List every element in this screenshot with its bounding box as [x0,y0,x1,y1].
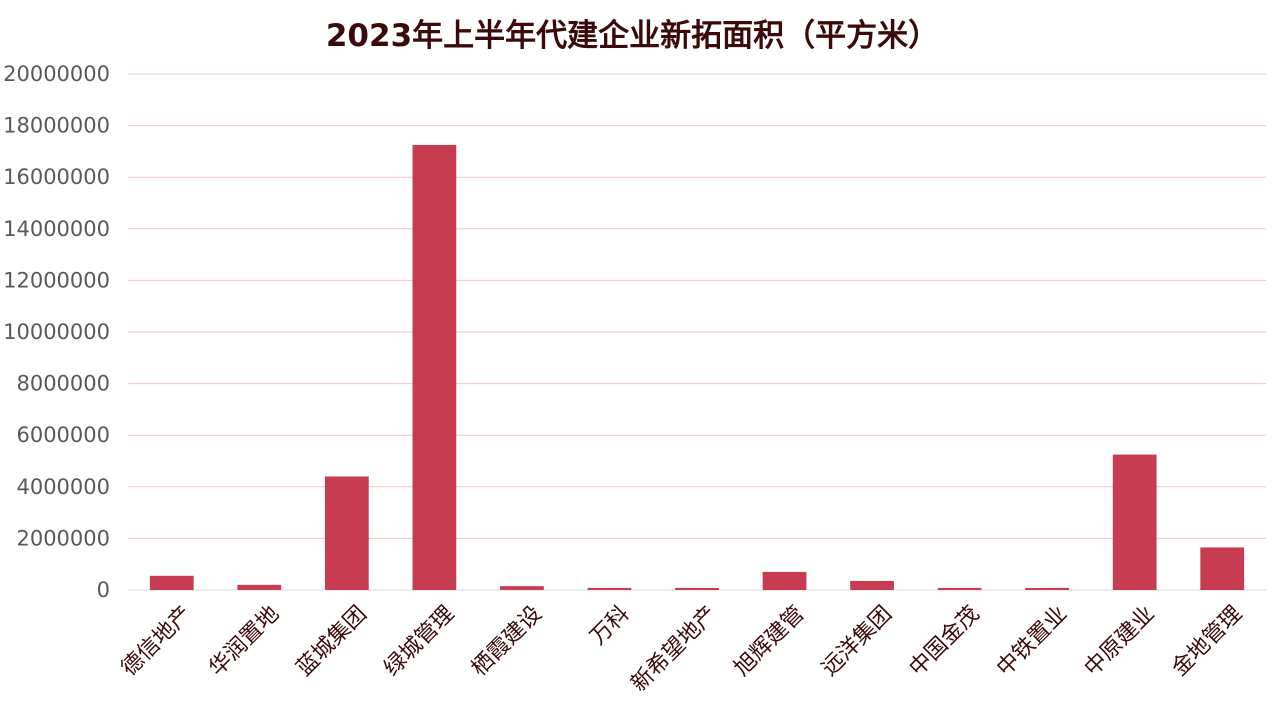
bar [937,587,982,590]
x-tick-label: 中原建业 [1080,601,1160,681]
x-tick-label: 远洋集团 [817,601,897,681]
bar [762,571,807,590]
y-tick-label: 10000000 [3,320,110,344]
x-tick-label: 中国金茂 [905,601,985,681]
bar [149,575,194,590]
bar [1025,587,1070,590]
x-tick-label: 栖霞建设 [467,601,547,681]
y-tick-label: 8000000 [16,372,110,396]
y-tick-label: 4000000 [16,475,110,499]
x-tick-label: 德信地产 [117,601,197,681]
y-tick-label: 14000000 [3,217,110,241]
y-tick-label: 20000000 [3,62,110,86]
y-tick-label: 18000000 [3,114,110,138]
bar [237,584,282,590]
y-tick-label: 12000000 [3,268,110,292]
x-tick-label: 金地管理 [1167,601,1247,681]
x-tick-label: 绿城管理 [379,601,459,681]
x-tick-label: 旭辉建管 [730,601,810,681]
chart-title: 2023年上半年代建企业新拓面积（平方米） [325,18,940,54]
y-tick-label: 16000000 [3,165,110,189]
bar [412,144,457,590]
x-tick-label: 新希望地产 [627,601,722,696]
y-tick-label: 6000000 [16,423,110,447]
x-tick-label: 蓝城集团 [292,601,372,681]
y-tick-label: 2000000 [16,526,110,550]
x-tick-label: 华润置地 [204,601,284,681]
bar [850,580,894,590]
bar [587,587,632,590]
x-tick-label: 中铁置业 [992,601,1072,681]
y-tick-label: 0 [97,578,110,602]
bar [1112,454,1157,590]
bar [675,587,719,590]
bar [500,586,544,590]
bar [324,476,369,590]
x-tick-label: 万科 [586,601,635,650]
bar [1200,547,1245,590]
